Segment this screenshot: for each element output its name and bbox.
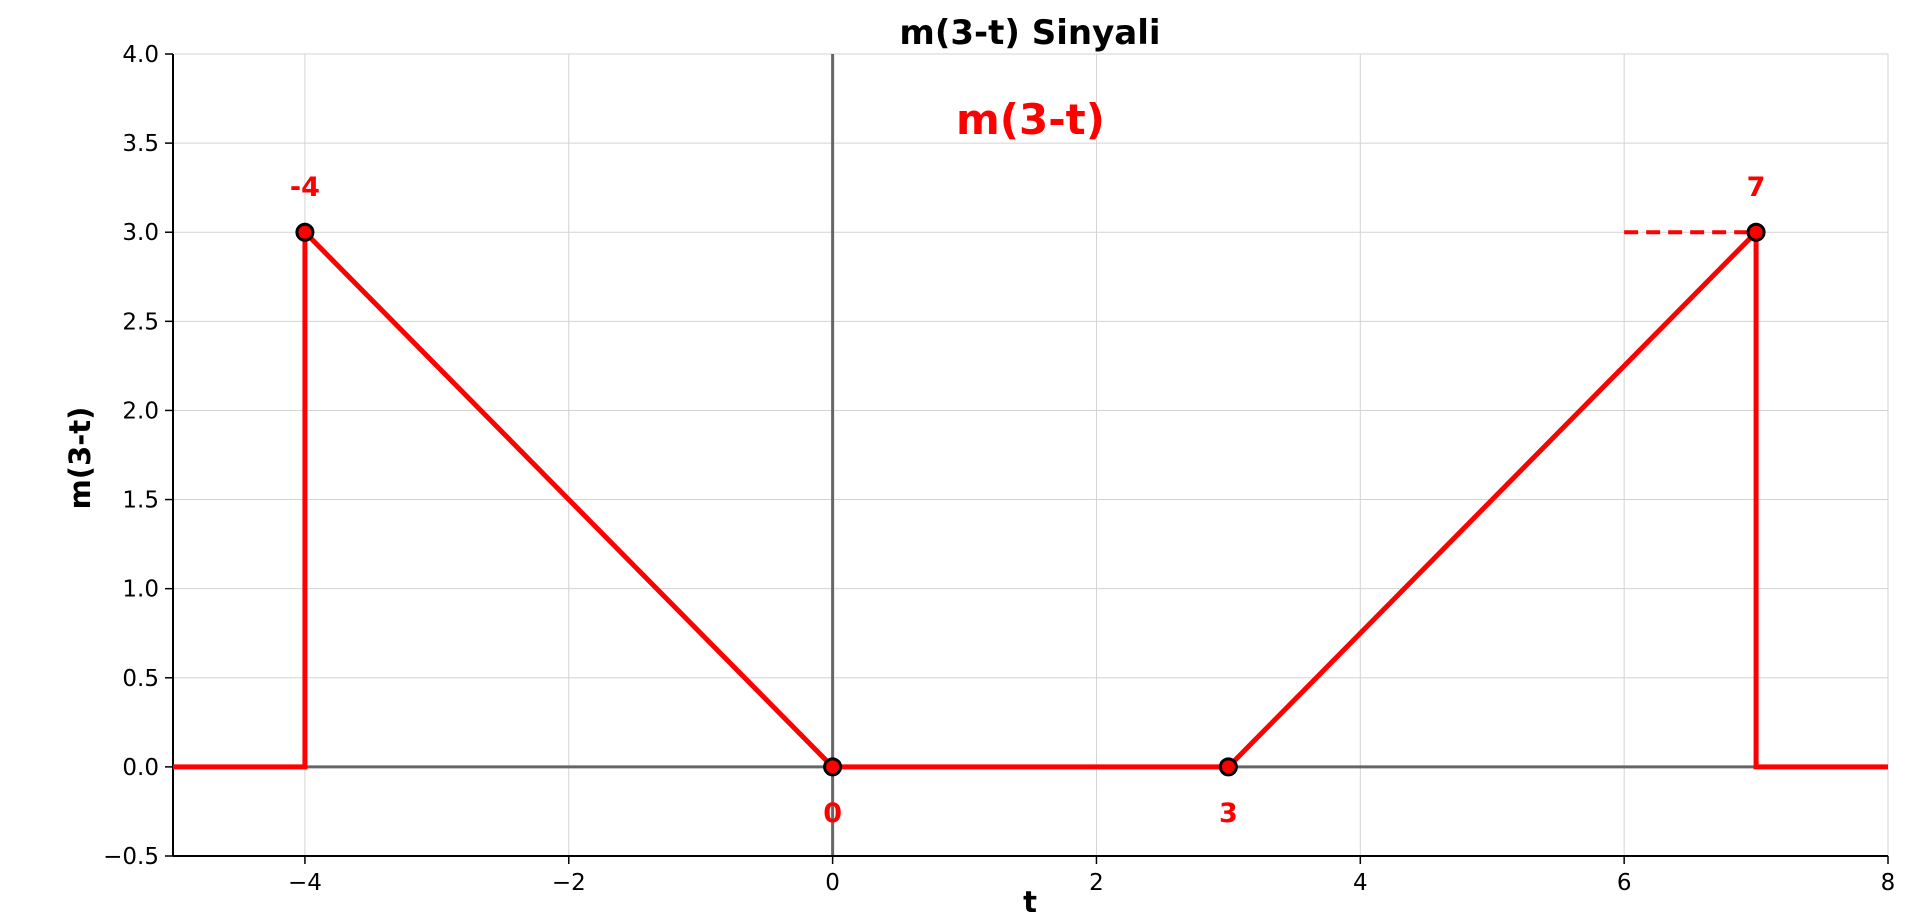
x-tick-label-0: −4 <box>288 870 322 896</box>
x-tick-label-2: 0 <box>825 870 840 896</box>
zero-axes <box>173 54 1888 856</box>
y-tick-label-1: 0.0 <box>122 755 159 781</box>
annotation-label: m(3-t) <box>956 95 1105 144</box>
x-tick-label-3: 2 <box>1089 870 1104 896</box>
y-tick-label-2: 0.5 <box>122 666 159 692</box>
point-label-0: -4 <box>290 172 320 203</box>
marker-point-0 <box>295 222 315 242</box>
signal-line-0 <box>173 226 1888 770</box>
point-label-1: 0 <box>823 798 842 829</box>
marker-point-2 <box>1218 757 1238 777</box>
y-tick-label-9: 4.0 <box>122 42 159 68</box>
marker-point-3 <box>1746 222 1766 242</box>
y-tick-label-3: 1.0 <box>122 577 159 603</box>
x-axis-label: t <box>1023 885 1037 919</box>
y-axis-label: m(3-t) <box>63 407 97 510</box>
point-label-2: 3 <box>1219 798 1238 829</box>
point-labels: -4 0 3 7 <box>290 172 1766 829</box>
x-tick-label-6: 8 <box>1881 870 1896 896</box>
y-tick-label-4: 1.5 <box>122 488 159 514</box>
y-tick-label-5: 2.0 <box>122 398 159 424</box>
x-tick-label-1: −2 <box>552 870 586 896</box>
y-tick-label-8: 3.5 <box>122 131 159 157</box>
y-tick-label-0: −0.5 <box>103 844 159 870</box>
series <box>173 226 1888 770</box>
axis-spines <box>172 54 1888 857</box>
markers <box>295 222 1766 777</box>
y-tick-label-6: 2.5 <box>122 309 159 335</box>
y-tick-label-7: 3.0 <box>122 220 159 246</box>
x-axis-ticks: −4 −2 0 2 4 6 8 <box>288 856 1895 896</box>
x-tick-label-4: 4 <box>1353 870 1368 896</box>
chart-title: m(3-t) Sinyali <box>899 13 1160 53</box>
grid <box>173 53 1889 857</box>
point-label-3: 7 <box>1747 172 1766 203</box>
y-axis-ticks: −0.5 0.0 0.5 1.0 1.5 2.0 2.5 3.0 3.5 4.0 <box>103 42 173 870</box>
marker-point-1 <box>823 757 843 777</box>
x-tick-label-5: 6 <box>1617 870 1632 896</box>
